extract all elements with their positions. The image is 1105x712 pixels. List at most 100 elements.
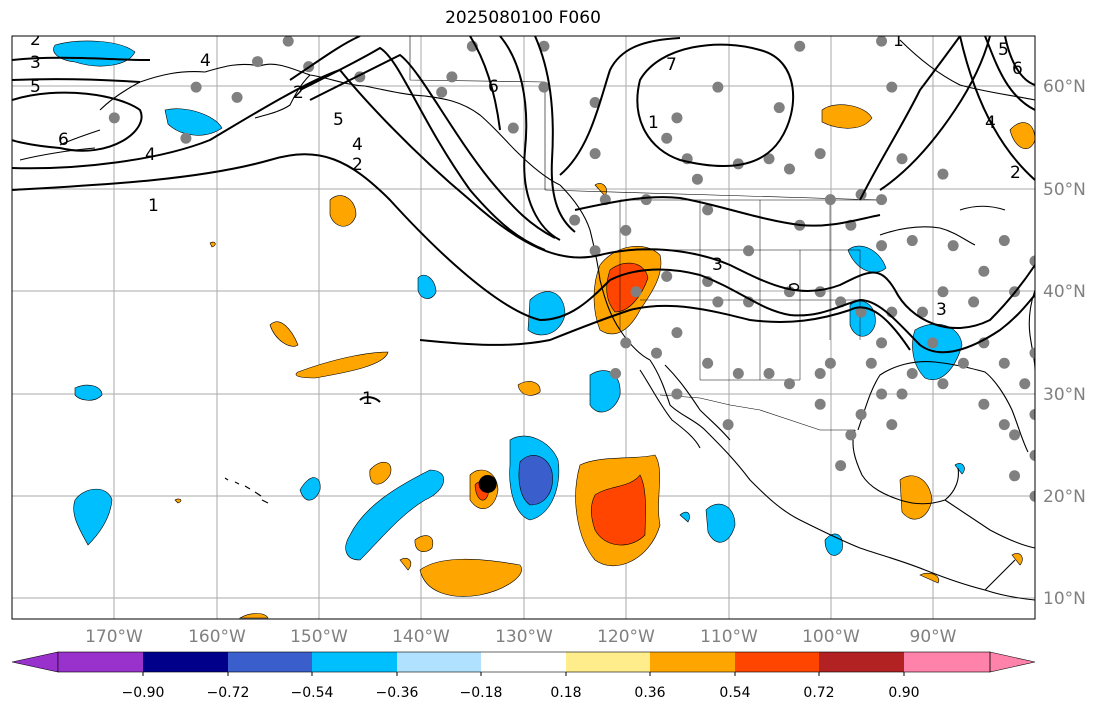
contour-high-canada — [636, 43, 795, 167]
station-dot — [1019, 378, 1031, 390]
station-dot — [538, 40, 550, 52]
station-dot — [252, 56, 264, 68]
station-dot — [1029, 408, 1035, 420]
contour-3 — [12, 56, 151, 61]
station-dot — [886, 81, 898, 93]
shade-pos-tiny2 — [209, 241, 216, 248]
contour-tiny — [789, 283, 800, 291]
colorbar-tick: 0.36 — [634, 685, 665, 701]
storm-marker — [478, 474, 497, 493]
station-dot — [640, 194, 652, 206]
contour-small — [359, 396, 381, 403]
station-dot — [937, 168, 949, 180]
station-dot — [814, 286, 826, 298]
contours — [12, 36, 1035, 403]
contour-1-south — [419, 304, 911, 351]
station-dot — [620, 224, 632, 236]
station-dot — [906, 235, 918, 247]
colorbar-tick: 0.54 — [719, 685, 750, 701]
contour-labels: 2 3 5 6 4 1 6 5 4 2 1 7 3 5 6 4 2 1 4 2 … — [30, 36, 1023, 409]
shade-pos-w2 — [369, 462, 392, 485]
shade-pos-ne — [1009, 122, 1035, 149]
station-dot — [978, 398, 990, 410]
contour-label: 6 — [58, 130, 69, 150]
shade-neg-small2 — [679, 511, 690, 523]
shade-neg-center-core — [518, 455, 553, 506]
station-dot — [855, 306, 867, 318]
station-dot — [927, 337, 939, 349]
contour-label: 4 — [985, 113, 996, 133]
colorbar-segment — [58, 652, 144, 672]
colorbar-extend-low — [11, 651, 59, 673]
station-dot — [538, 81, 550, 93]
station-dot — [610, 368, 622, 380]
shade-pos-small2 — [919, 572, 940, 584]
station-dot — [282, 36, 294, 47]
contour-label: 6 — [1012, 59, 1023, 79]
shade-pos-streak — [295, 351, 389, 379]
station-dot — [947, 240, 959, 252]
colorbar-tick: 0.90 — [888, 685, 919, 701]
station-dot — [916, 306, 928, 318]
station-dot — [845, 429, 857, 441]
station-dot — [446, 71, 458, 83]
station-dot — [957, 357, 969, 369]
shade-pos-big-core — [590, 474, 646, 546]
shade-neg-plains — [847, 245, 887, 273]
lon-tick: 120°W — [597, 627, 655, 647]
station-dot — [569, 214, 581, 226]
shade-neg-aleutian — [164, 108, 223, 136]
contour-east — [859, 36, 991, 201]
colorbar-segment — [312, 652, 398, 672]
station-dot — [814, 148, 826, 160]
station-dot — [671, 388, 683, 400]
shade-neg-small1 — [299, 477, 321, 501]
aleutians — [19, 81, 141, 161]
us-canada-border — [544, 189, 881, 201]
mexico-pac-coast — [649, 359, 1035, 601]
colorbar — [11, 651, 1036, 676]
station-dot — [937, 378, 949, 390]
station-dot — [620, 337, 632, 349]
colorbar-tick: −0.90 — [122, 685, 165, 701]
shade-pos-w4 — [399, 558, 412, 571]
station-dot — [732, 368, 744, 380]
station-dot — [180, 132, 192, 144]
station-dot — [231, 91, 243, 103]
shade-neg-band — [345, 469, 445, 561]
station-dot — [814, 398, 826, 410]
colorbar-segment — [566, 652, 651, 672]
shade-pos-nepac — [329, 195, 357, 227]
station-dot — [773, 102, 785, 114]
station-dot — [763, 153, 775, 165]
station-dot — [589, 148, 601, 160]
station-dot — [783, 378, 795, 390]
station-dot — [978, 337, 990, 349]
shade-pos-small3 — [1011, 553, 1023, 566]
baja — [639, 369, 701, 449]
contour-label: 4 — [352, 135, 363, 155]
contour-label: 3 — [30, 53, 41, 73]
colorbar-segment — [228, 652, 313, 672]
colorbar-segment — [650, 652, 736, 672]
contour-1 — [12, 153, 1035, 354]
lon-tick: 130°W — [495, 627, 553, 647]
station-dot — [876, 337, 888, 349]
lon-tick: 160°W — [188, 627, 246, 647]
colorbar-segment — [819, 652, 905, 672]
shade-neg-mexico-s — [824, 533, 843, 556]
station-dot — [732, 158, 744, 170]
lat-tick-labels: 10°N 20°N 30°N 40°N 50°N 60°N — [1043, 77, 1086, 609]
station-dot — [1029, 347, 1035, 359]
shade-pos-w3 — [414, 535, 434, 553]
shade-pos-w1 — [269, 321, 299, 347]
station-dot — [589, 96, 601, 108]
lon-tick: 170°W — [85, 627, 143, 647]
contour-label: 7 — [666, 55, 677, 75]
station-dot — [712, 296, 724, 308]
station-dot — [743, 245, 755, 257]
station-dot — [794, 40, 806, 52]
contour-bundle — [289, 36, 556, 251]
station-dot — [589, 245, 601, 257]
